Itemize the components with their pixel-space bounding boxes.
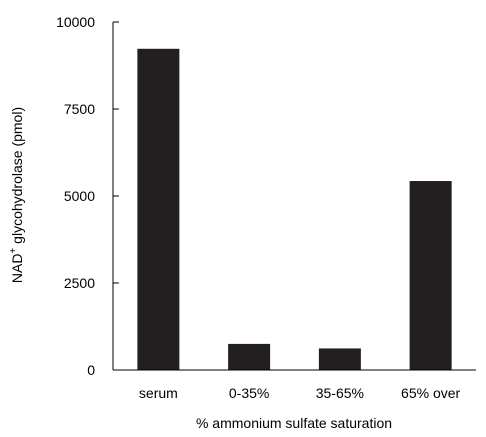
y-axis-title-rest: glycohydrolase (pmol) (9, 107, 25, 248)
x-tick-label: 65% over (401, 385, 460, 401)
x-tick-label: 0-35% (229, 385, 269, 401)
x-tick-label: serum (139, 385, 178, 401)
bar (137, 48, 180, 371)
bar (318, 348, 361, 370)
x-tick-label: 35-65% (316, 385, 364, 401)
y-axis-title: NAD+ glycohydrolase (pmol) (8, 107, 25, 283)
bar (409, 181, 452, 370)
bars (137, 48, 452, 371)
y-axis-title-main: NAD (9, 254, 25, 284)
y-tick-label: 10000 (56, 14, 95, 30)
x-ticks: serum 0-35% 35-65% 65% over (139, 385, 461, 401)
y-axis-title-sup: + (8, 248, 19, 254)
y-tick-label: 2500 (64, 275, 95, 291)
bar (228, 343, 271, 370)
y-tick-label: 5000 (64, 188, 95, 204)
y-tick-label: 7500 (64, 101, 95, 117)
y-tick-label: 0 (87, 362, 95, 378)
x-axis-title: % ammonium sulfate saturation (196, 415, 392, 431)
y-ticks: 0 2500 5000 7500 10000 (56, 14, 119, 378)
